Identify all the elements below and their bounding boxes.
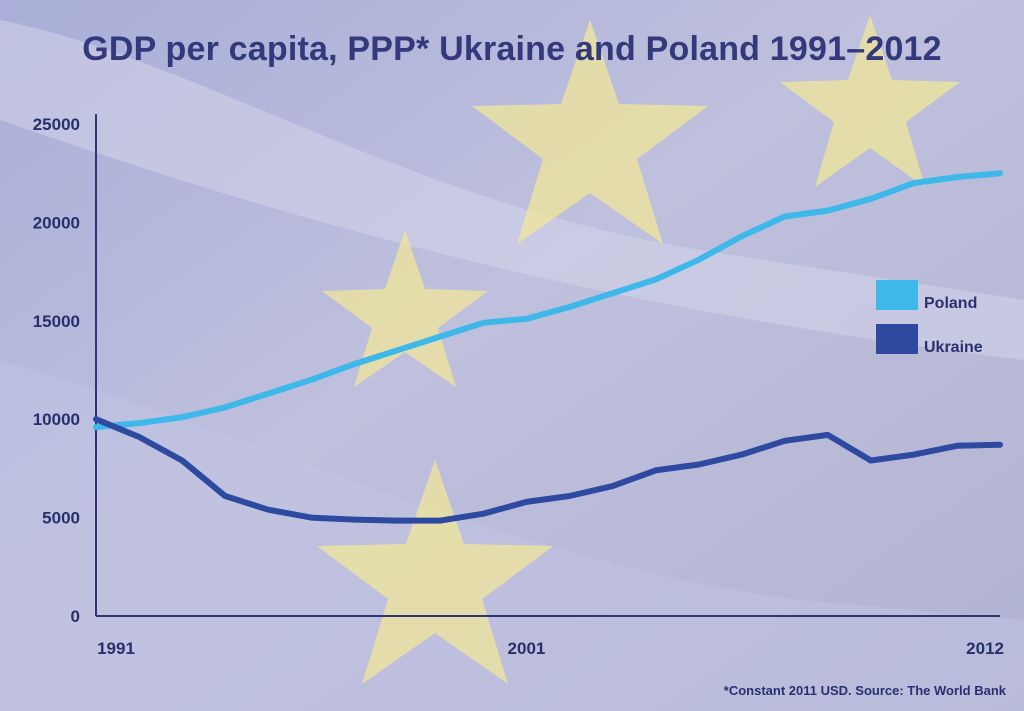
axes	[95, 114, 1000, 617]
legend-swatch-poland	[876, 280, 918, 310]
x-tick-label: 1991	[97, 639, 135, 658]
legend: Poland Ukraine	[876, 280, 983, 356]
y-tick-label: 10000	[33, 410, 80, 429]
y-tick-label: 25000	[33, 115, 80, 134]
y-tick-label: 20000	[33, 213, 80, 232]
series-line-poland	[93, 170, 1003, 431]
y-tick-label: 15000	[33, 312, 80, 331]
x-tick-label: 2012	[966, 639, 1004, 658]
legend-label-ukraine: Ukraine	[924, 339, 983, 356]
x-axis-ticks: 1991 2001 2012	[97, 639, 1004, 658]
source-footnote: *Constant 2011 USD. Source: The World Ba…	[723, 683, 1006, 698]
y-tick-label: 0	[71, 607, 80, 626]
legend-label-poland: Poland	[924, 295, 977, 312]
series-lines	[93, 170, 1003, 524]
legend-swatch-ukraine	[876, 324, 918, 354]
y-tick-label: 5000	[42, 509, 80, 528]
series-line-ukraine	[93, 416, 1003, 524]
y-axis-ticks: 0 5000 10000 15000 20000 25000	[33, 115, 80, 626]
x-tick-label: 2001	[508, 639, 546, 658]
chart-title: GDP per capita, PPP* Ukraine and Poland …	[82, 30, 942, 68]
